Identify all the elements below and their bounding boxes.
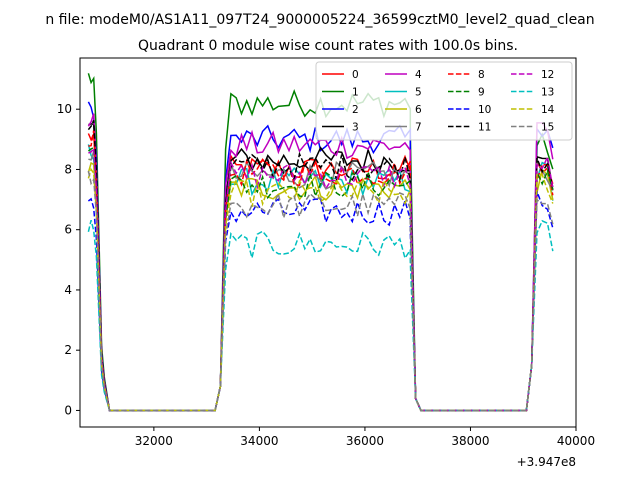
- x-tick-label: 36000: [346, 434, 384, 448]
- legend-label-15: 15: [541, 122, 554, 134]
- legend-label-3: 3: [352, 122, 359, 134]
- legend-label-1: 1: [352, 87, 359, 99]
- legend-label-14: 14: [541, 104, 555, 116]
- legend-label-5: 5: [415, 87, 422, 99]
- x-tick-label: 38000: [451, 434, 489, 448]
- series-line-4: [87, 113, 554, 412]
- chart-title: Quadrant 0 module wise count rates with …: [138, 38, 518, 54]
- legend-label-0: 0: [352, 69, 359, 81]
- series-line-8: [88, 130, 554, 412]
- legend-label-4: 4: [415, 69, 422, 81]
- series-line-11: [87, 119, 554, 412]
- series-layer: [87, 73, 554, 412]
- legend-label-7: 7: [415, 122, 422, 134]
- legend-label-8: 8: [478, 69, 485, 81]
- series-line-7: [88, 151, 554, 412]
- x-axis: 32000 34000 36000 38000 40000: [135, 427, 595, 448]
- legend-label-11: 11: [478, 122, 491, 134]
- y-axis: 0 2 4 6 8 10: [57, 102, 80, 417]
- legend-label-12: 12: [541, 69, 554, 81]
- legend-box: [315, 61, 573, 141]
- axes-frame: [79, 57, 577, 428]
- series-line-13: [87, 219, 554, 412]
- legend-label-2: 2: [352, 104, 359, 116]
- y-tick-label: 2: [64, 343, 72, 357]
- x-tick-label: 40000: [557, 434, 595, 448]
- legend-label-6: 6: [415, 104, 422, 116]
- y-tick-label: 8: [64, 162, 72, 176]
- y-tick-label: 4: [64, 283, 72, 297]
- legend-label-9: 9: [478, 87, 485, 99]
- figure-title-line1: n file: modeM0/AS1A11_097T24_9000005224_…: [45, 12, 594, 28]
- x-offset-label: +3.947e8: [517, 455, 576, 469]
- y-tick-label: 6: [64, 223, 72, 237]
- series-line-15: [87, 170, 554, 412]
- series-line-10: [87, 191, 554, 412]
- legend-label-13: 13: [541, 87, 554, 99]
- y-tick-label: 10: [57, 102, 72, 116]
- y-tick-label: 0: [64, 403, 72, 417]
- series-line-14: [87, 167, 554, 412]
- x-tick-label: 34000: [240, 434, 278, 448]
- legend-label-10: 10: [478, 104, 491, 116]
- x-tick-label: 32000: [135, 434, 173, 448]
